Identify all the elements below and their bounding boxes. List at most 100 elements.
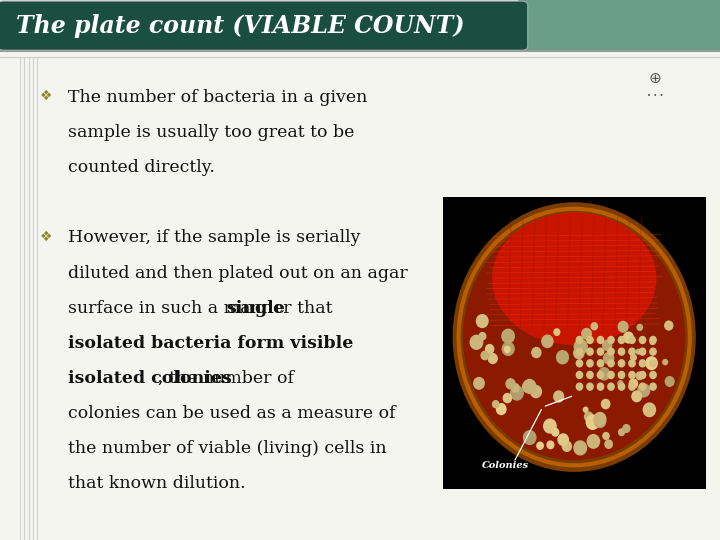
Circle shape	[492, 401, 499, 408]
Circle shape	[523, 431, 536, 444]
Circle shape	[510, 386, 523, 400]
Circle shape	[587, 372, 593, 379]
Text: isolated colonies: isolated colonies	[68, 370, 232, 387]
Circle shape	[623, 424, 630, 433]
Circle shape	[639, 360, 646, 367]
Circle shape	[587, 383, 593, 390]
Text: The number of bacteria in a given: The number of bacteria in a given	[68, 89, 368, 106]
Circle shape	[595, 415, 606, 428]
Circle shape	[632, 391, 642, 402]
Circle shape	[586, 415, 599, 429]
Circle shape	[562, 441, 572, 451]
Text: the number of viable (living) cells in: the number of viable (living) cells in	[68, 440, 387, 457]
Circle shape	[608, 336, 614, 343]
Circle shape	[608, 383, 614, 390]
Circle shape	[488, 354, 498, 363]
Circle shape	[598, 372, 603, 379]
Circle shape	[598, 383, 603, 390]
Circle shape	[624, 332, 634, 343]
Ellipse shape	[492, 213, 656, 345]
Circle shape	[598, 360, 603, 367]
Circle shape	[558, 434, 568, 446]
Text: The plate count (VIABLE COUNT): The plate count (VIABLE COUNT)	[16, 14, 464, 38]
FancyBboxPatch shape	[0, 1, 528, 50]
Circle shape	[598, 348, 603, 355]
Circle shape	[587, 360, 593, 367]
Circle shape	[547, 441, 554, 449]
Circle shape	[639, 372, 646, 379]
Circle shape	[618, 321, 628, 332]
Circle shape	[663, 360, 667, 365]
Circle shape	[588, 435, 600, 448]
Circle shape	[587, 336, 593, 343]
Circle shape	[523, 380, 536, 393]
Circle shape	[544, 419, 556, 433]
Circle shape	[605, 440, 613, 448]
Circle shape	[503, 342, 514, 355]
Circle shape	[505, 346, 510, 353]
Circle shape	[636, 349, 641, 354]
Circle shape	[557, 350, 568, 364]
Circle shape	[644, 403, 655, 416]
Circle shape	[608, 372, 614, 379]
Text: , the number of: , the number of	[158, 370, 294, 387]
Circle shape	[498, 404, 505, 411]
Text: sample is usually too great to be: sample is usually too great to be	[68, 124, 355, 141]
Circle shape	[629, 372, 635, 379]
Circle shape	[650, 360, 656, 367]
Circle shape	[506, 379, 515, 389]
Circle shape	[650, 336, 656, 343]
Circle shape	[587, 348, 593, 355]
Circle shape	[583, 407, 588, 412]
Text: isolated bacteria form visible: isolated bacteria form visible	[68, 335, 354, 352]
Circle shape	[523, 381, 533, 393]
Text: ⊕: ⊕	[649, 71, 662, 85]
Circle shape	[618, 336, 625, 343]
Circle shape	[629, 379, 637, 388]
Text: diluted and then plated out on an agar: diluted and then plated out on an agar	[68, 265, 408, 281]
Circle shape	[665, 377, 674, 386]
Circle shape	[618, 348, 625, 355]
Circle shape	[618, 383, 625, 390]
Text: However, if the sample is serially: However, if the sample is serially	[68, 230, 361, 246]
Circle shape	[531, 386, 541, 397]
Circle shape	[576, 348, 582, 355]
Circle shape	[582, 328, 591, 339]
Circle shape	[574, 347, 584, 359]
Circle shape	[665, 321, 672, 330]
Circle shape	[618, 372, 625, 379]
Circle shape	[650, 339, 655, 345]
Circle shape	[629, 336, 635, 343]
Circle shape	[481, 351, 489, 360]
Circle shape	[591, 323, 598, 330]
Circle shape	[502, 329, 514, 343]
Circle shape	[629, 360, 635, 367]
Circle shape	[576, 360, 582, 367]
Circle shape	[629, 348, 635, 355]
Circle shape	[477, 315, 488, 327]
Circle shape	[637, 325, 642, 330]
Text: counted directly.: counted directly.	[68, 159, 215, 176]
Circle shape	[608, 348, 614, 355]
Circle shape	[485, 345, 494, 354]
Circle shape	[464, 214, 685, 460]
Text: • • •: • • •	[647, 93, 663, 99]
Circle shape	[511, 384, 519, 392]
Circle shape	[629, 383, 635, 390]
Circle shape	[650, 383, 656, 390]
Circle shape	[603, 340, 612, 350]
Circle shape	[603, 433, 609, 440]
Circle shape	[608, 360, 614, 367]
Circle shape	[646, 357, 657, 369]
Circle shape	[474, 377, 484, 389]
Text: Colonies: Colonies	[482, 461, 529, 470]
Circle shape	[601, 400, 610, 409]
Circle shape	[618, 381, 623, 386]
Circle shape	[650, 372, 656, 379]
Circle shape	[574, 441, 587, 455]
Circle shape	[636, 372, 643, 380]
Text: that known dilution.: that known dilution.	[68, 475, 246, 492]
Circle shape	[650, 348, 656, 355]
Circle shape	[554, 329, 559, 335]
Circle shape	[603, 353, 613, 364]
